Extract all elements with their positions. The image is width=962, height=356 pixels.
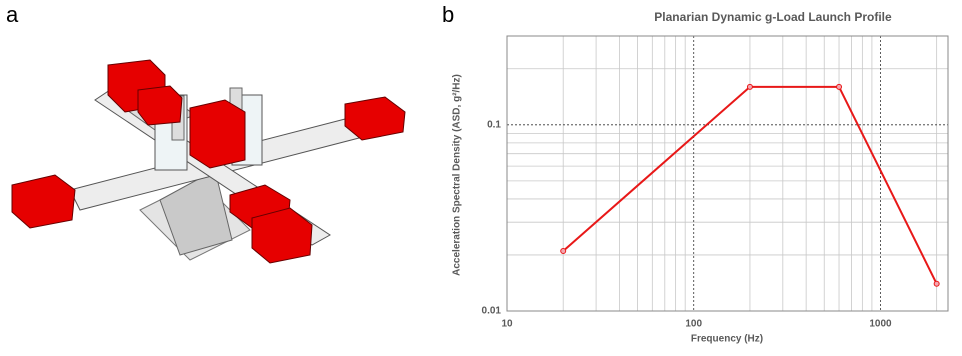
data-point [837,84,842,89]
figure: a b Planarian Dynamic g-Load Launch Prof… [0,0,962,351]
y-tick-label: 0.1 [487,119,501,130]
panel-label: a [6,2,19,27]
rig-render [12,60,405,263]
x-axis-label: Frequency (Hz) [691,334,763,345]
x-tick-label: 10 [501,319,513,330]
panel-label: b [442,2,454,27]
y-axis-label: Acceleration Spectral Density (ASD, g²/H… [452,74,463,276]
chart: Planarian Dynamic g-Load Launch Profile … [452,10,948,344]
data-point [934,281,939,286]
data-point [747,84,752,89]
chart-title: Planarian Dynamic g-Load Launch Profile [654,10,892,24]
x-tick-label: 100 [685,319,702,330]
data-point [561,249,566,254]
y-tick-label: 0.01 [482,306,502,317]
x-tick-label: 1000 [869,319,892,330]
